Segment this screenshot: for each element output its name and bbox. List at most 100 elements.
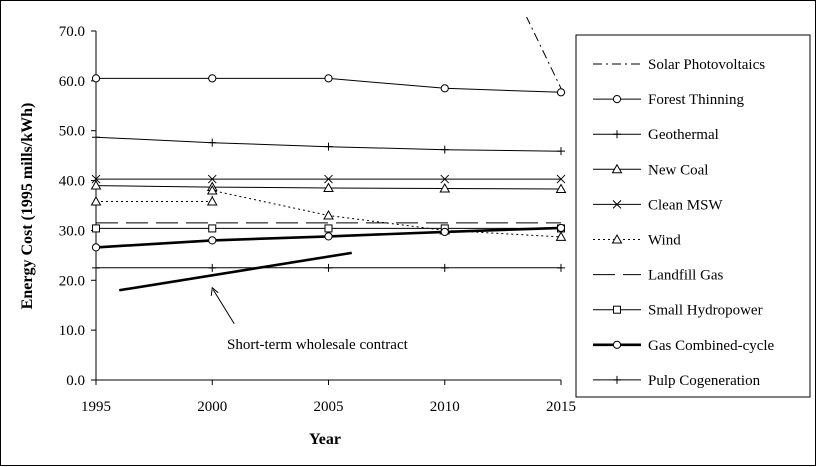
data-point xyxy=(324,74,333,83)
data-point xyxy=(440,84,449,93)
legend-label: New Coal xyxy=(648,162,708,178)
legend-label: Solar Photovoltaics xyxy=(648,57,765,73)
data-point xyxy=(208,263,217,272)
series-lines xyxy=(90,17,567,272)
arrow-line xyxy=(212,289,235,325)
legend-item: Gas Combined-cycle xyxy=(593,338,775,354)
legend-item: Small Hydropower xyxy=(593,303,763,319)
data-point xyxy=(324,142,333,151)
y-tick-label: 70.0 xyxy=(59,24,85,40)
data-point xyxy=(440,174,450,184)
series-solar-photovoltaics xyxy=(526,17,562,89)
legend-label: Small Hydropower xyxy=(648,303,763,319)
y-tick-label: 30.0 xyxy=(59,223,85,239)
series-line xyxy=(526,17,562,89)
legend-label: Gas Combined-cycle xyxy=(648,338,775,354)
arrow-head xyxy=(210,286,219,296)
data-point xyxy=(323,209,334,220)
x-tick-label: 2010 xyxy=(430,399,460,415)
data-point xyxy=(323,182,334,193)
series-geothermal xyxy=(92,133,565,156)
legend-item: New Coal xyxy=(593,162,708,178)
series-gas-combined-cycle xyxy=(91,223,566,252)
annotation-text: Short-term wholesale contract xyxy=(227,337,409,353)
contract-line xyxy=(119,251,352,292)
legend-marker xyxy=(613,305,621,314)
x-tick-label: 1995 xyxy=(81,399,111,415)
legend-label: Geothermal xyxy=(648,127,719,143)
data-point xyxy=(90,195,102,206)
legend-label: Forest Thinning xyxy=(648,92,744,108)
y-tick-label: 40.0 xyxy=(59,174,85,190)
legend-marker xyxy=(612,340,622,349)
legend-marker xyxy=(611,163,623,174)
legend-item: Geothermal xyxy=(593,127,719,143)
data-point xyxy=(555,231,567,241)
data-point xyxy=(91,74,101,83)
legend-item: Wind xyxy=(593,233,681,249)
data-point xyxy=(324,224,333,233)
series-pulp-cogeneration xyxy=(92,263,565,272)
data-point xyxy=(324,232,333,241)
y-tick-label: 50.0 xyxy=(59,124,85,140)
data-point xyxy=(557,147,565,156)
legend-label: Wind xyxy=(648,233,681,249)
data-point xyxy=(440,145,449,154)
data-point xyxy=(208,224,217,233)
legend-marker xyxy=(613,375,621,384)
data-point xyxy=(439,183,451,193)
data-point xyxy=(440,227,449,237)
data-point xyxy=(555,183,567,194)
data-point xyxy=(91,243,101,252)
legend-item: Landfill Gas xyxy=(593,268,724,284)
legend-label: Landfill Gas xyxy=(648,268,724,284)
data-point xyxy=(90,180,102,190)
legend-item: Solar Photovoltaics xyxy=(593,57,765,73)
data-point xyxy=(440,263,449,272)
legend: Solar Photovoltaics Forest Thinning Geothe… xyxy=(575,34,811,398)
legend-marker xyxy=(613,130,621,139)
tick-labels: 0.0 10.0 20.0 30.0 40.0 50.0 60.0 70.0 1995 2000 2… xyxy=(59,24,576,415)
annotation: Short-term wholesale contract xyxy=(119,251,409,353)
legend-marker xyxy=(612,95,622,104)
data-point xyxy=(92,263,100,272)
data-point xyxy=(208,74,217,83)
legend-item: Pulp Cogeneration xyxy=(593,373,761,389)
series-line xyxy=(96,189,562,238)
legend-label: Pulp Cogeneration xyxy=(648,373,761,389)
legend-label: Clean MSW xyxy=(648,197,723,213)
legend-item: Clean MSW xyxy=(593,197,723,213)
axes xyxy=(91,30,562,385)
data-point xyxy=(206,195,218,206)
series-clean-msw xyxy=(91,174,566,184)
data-point xyxy=(324,263,333,272)
x-tick-label: 2005 xyxy=(314,399,344,415)
legend-marker xyxy=(611,233,623,244)
series-new-coal xyxy=(90,180,567,194)
legend-marker xyxy=(612,200,622,209)
data-point xyxy=(92,224,100,233)
data-point xyxy=(556,88,566,97)
x-tick-label: 2000 xyxy=(197,399,227,415)
data-point xyxy=(206,185,218,195)
data-point xyxy=(92,133,100,142)
y-tick-label: 60.0 xyxy=(59,74,85,90)
legend-item: Forest Thinning xyxy=(593,92,744,108)
data-point xyxy=(556,223,566,233)
y-tick-label: 10.0 xyxy=(59,323,85,339)
data-point xyxy=(208,236,217,245)
data-point xyxy=(208,138,217,147)
data-point xyxy=(207,174,217,184)
x-axis-title: Year xyxy=(309,431,341,448)
data-point xyxy=(557,263,565,272)
y-tick-label: 20.0 xyxy=(59,273,85,289)
data-point xyxy=(91,174,101,184)
data-point xyxy=(324,174,333,184)
series-forest-thinning xyxy=(91,74,566,97)
y-axis-title: Energy Cost (1995 mills/kWh) xyxy=(19,103,36,310)
data-point xyxy=(556,174,566,184)
legend-box xyxy=(575,34,811,398)
x-tick-label: 2015 xyxy=(546,399,576,415)
